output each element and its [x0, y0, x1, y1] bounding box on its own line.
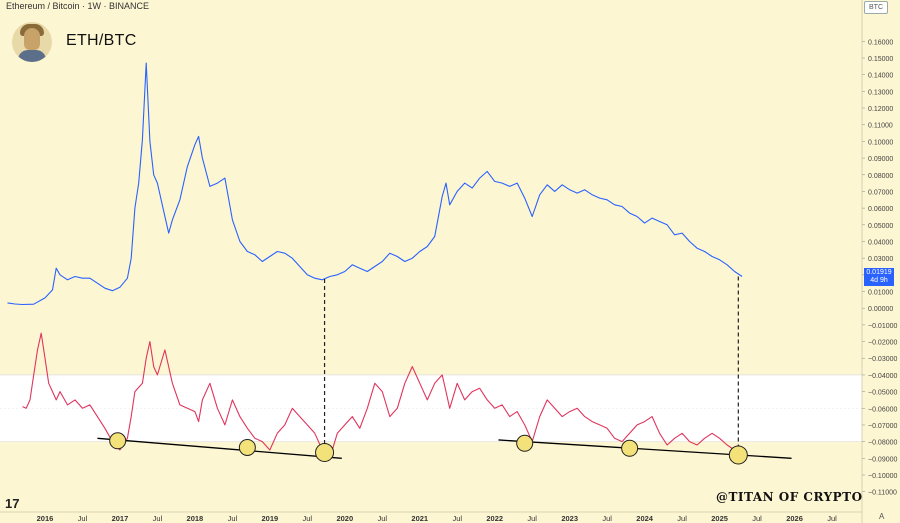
x-tick-label: Jul — [452, 514, 462, 523]
y-tick-label: −0.05000 — [868, 390, 897, 397]
x-tick-label: 2018 — [187, 514, 204, 523]
bottom-marker-6 — [728, 445, 748, 465]
y-tick-label: −0.11000 — [868, 490, 897, 497]
y-tick-label: −0.02000 — [868, 340, 897, 347]
y-tick-label: 0.16000 — [868, 39, 893, 46]
x-tick-label: Jul — [78, 514, 88, 523]
avatar — [12, 22, 52, 62]
bottom-marker-1 — [109, 432, 127, 450]
bottom-marker-5 — [621, 439, 639, 457]
bottom-marker-3 — [315, 442, 335, 462]
x-tick-label: Jul — [602, 514, 612, 523]
y-tick-label: 0.12000 — [868, 106, 893, 113]
y-tick-label: 0.14000 — [868, 73, 893, 80]
y-tick-label: −0.01000 — [868, 323, 897, 330]
x-tick-label: 2023 — [561, 514, 578, 523]
tradingview-logo-icon[interactable]: 17 — [5, 496, 20, 511]
y-tick-label: −0.08000 — [868, 440, 897, 447]
avatar-body — [18, 50, 46, 62]
last-price-badge: 0.01919 4d 9h — [864, 268, 894, 286]
last-price-value: 0.01919 — [866, 269, 892, 276]
x-tick-label: Jul — [303, 514, 313, 523]
x-tick-label: Jul — [527, 514, 537, 523]
x-tick-label: 2016 — [37, 514, 54, 523]
y-tick-label: 0.15000 — [868, 56, 893, 63]
y-tick-label: 0.04000 — [868, 239, 893, 246]
y-tick-label: 0.09000 — [868, 156, 893, 163]
eth-btc-price-line — [7, 62, 743, 306]
y-tick-label: −0.09000 — [868, 456, 897, 463]
y-tick-label: 0.11000 — [868, 123, 893, 130]
bottom-marker-2 — [238, 438, 256, 456]
y-tick-label: 0.08000 — [868, 173, 893, 180]
x-tick-label: 2020 — [336, 514, 353, 523]
bottom-marker-4 — [516, 434, 534, 452]
y-tick-label: −0.04000 — [868, 373, 897, 380]
pair-title: ETH/BTC — [66, 32, 137, 49]
x-tick-label: 2025 — [711, 514, 728, 523]
y-tick-label: 0.06000 — [868, 206, 893, 213]
y-tick-label: 0.10000 — [868, 139, 893, 146]
x-tick-label: 2026 — [786, 514, 803, 523]
x-tick-label: Jul — [752, 514, 762, 523]
watermark: @TITAN OF CRYPTO — [716, 490, 863, 504]
support-trendline-1 — [97, 437, 342, 459]
x-tick-label: Jul — [827, 514, 837, 523]
x-tick-label: 2017 — [112, 514, 129, 523]
y-tick-label: 0.13000 — [868, 89, 893, 96]
x-tick-label: 2019 — [261, 514, 278, 523]
oscillator-band — [0, 374, 862, 442]
y-tick-label: 0.03000 — [868, 256, 893, 263]
avatar-face — [24, 28, 40, 50]
auto-scale-button[interactable]: A — [879, 512, 885, 521]
x-tick-label: Jul — [228, 514, 238, 523]
y-tick-label: −0.06000 — [868, 406, 897, 413]
y-tick-label: −0.07000 — [868, 423, 897, 430]
y-tick-label: 0.05000 — [868, 223, 893, 230]
x-tick-label: Jul — [377, 514, 387, 523]
y-tick-label: −0.10000 — [868, 473, 897, 480]
y-tick-label: 0.07000 — [868, 189, 893, 196]
y-tick-label: 0.01000 — [868, 290, 893, 297]
x-tick-label: Jul — [153, 514, 163, 523]
x-tick-label: 2021 — [411, 514, 428, 523]
x-tick-label: 2024 — [636, 514, 654, 523]
x-tick-label: 2022 — [486, 514, 503, 523]
y-tick-label: −0.03000 — [868, 356, 897, 363]
symbol-header[interactable]: Ethereum / Bitcoin · 1W · BINANCE — [6, 1, 150, 11]
y-tick-label: 0.00000 — [868, 306, 893, 313]
bar-countdown: 4d 9h — [870, 277, 888, 284]
currency-selector[interactable]: BTC — [864, 1, 888, 14]
x-tick-label: Jul — [677, 514, 687, 523]
